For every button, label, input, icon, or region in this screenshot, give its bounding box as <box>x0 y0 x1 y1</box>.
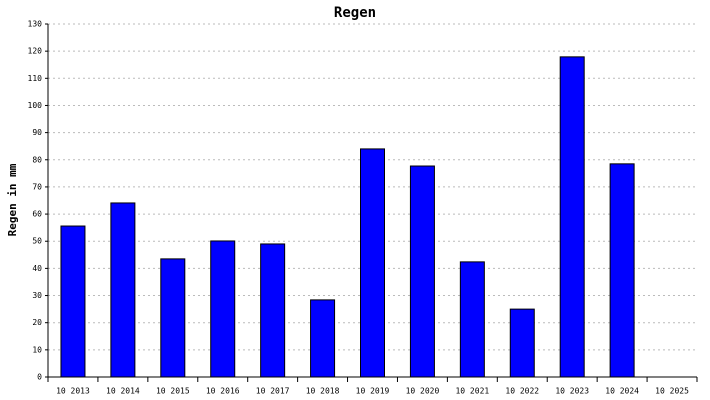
y-tick-label: 60 <box>32 210 42 219</box>
y-tick-label: 20 <box>32 318 42 327</box>
y-tick-label: 100 <box>28 101 43 110</box>
x-tick-label: 10 2013 <box>56 387 90 396</box>
y-tick-label: 40 <box>32 264 42 273</box>
y-tick-label: 80 <box>32 155 42 164</box>
y-tick-label: 120 <box>28 47 43 56</box>
x-tick-label: 10 2024 <box>605 387 639 396</box>
bar <box>260 243 286 378</box>
y-axis-label: Regen in mm <box>6 163 19 236</box>
y-tick-label: 110 <box>28 74 43 83</box>
bar <box>509 308 535 378</box>
chart-title: Regen <box>334 5 376 21</box>
bar <box>160 258 186 378</box>
y-tick-label: 130 <box>28 20 43 29</box>
bar <box>110 202 136 378</box>
bar <box>609 163 635 378</box>
bar <box>60 225 86 378</box>
x-tick-label: 10 2017 <box>256 387 290 396</box>
y-tick-label: 90 <box>32 128 42 137</box>
x-tick-label: 10 2014 <box>106 387 140 396</box>
x-tick-label: 10 2016 <box>206 387 240 396</box>
bar <box>559 56 585 378</box>
x-tick-label: 10 2020 <box>406 387 440 396</box>
x-tick-label: 10 2015 <box>156 387 190 396</box>
y-tick-label: 0 <box>37 373 42 382</box>
bar <box>210 240 236 378</box>
x-tick-label: 10 2022 <box>505 387 539 396</box>
bar <box>310 299 336 378</box>
y-tick-label: 10 <box>32 345 42 354</box>
x-tick-label: 10 2025 <box>655 387 689 396</box>
x-tick-label: 10 2018 <box>306 387 340 396</box>
x-tick-label: 10 2021 <box>455 387 489 396</box>
x-tick-label: 10 2019 <box>356 387 390 396</box>
y-tick-label: 50 <box>32 237 42 246</box>
y-tick-label: 70 <box>32 182 42 191</box>
bar <box>409 165 435 378</box>
bar <box>459 261 485 378</box>
x-tick-label: 10 2023 <box>555 387 589 396</box>
y-tick-label: 30 <box>32 291 42 300</box>
bar <box>360 148 385 378</box>
